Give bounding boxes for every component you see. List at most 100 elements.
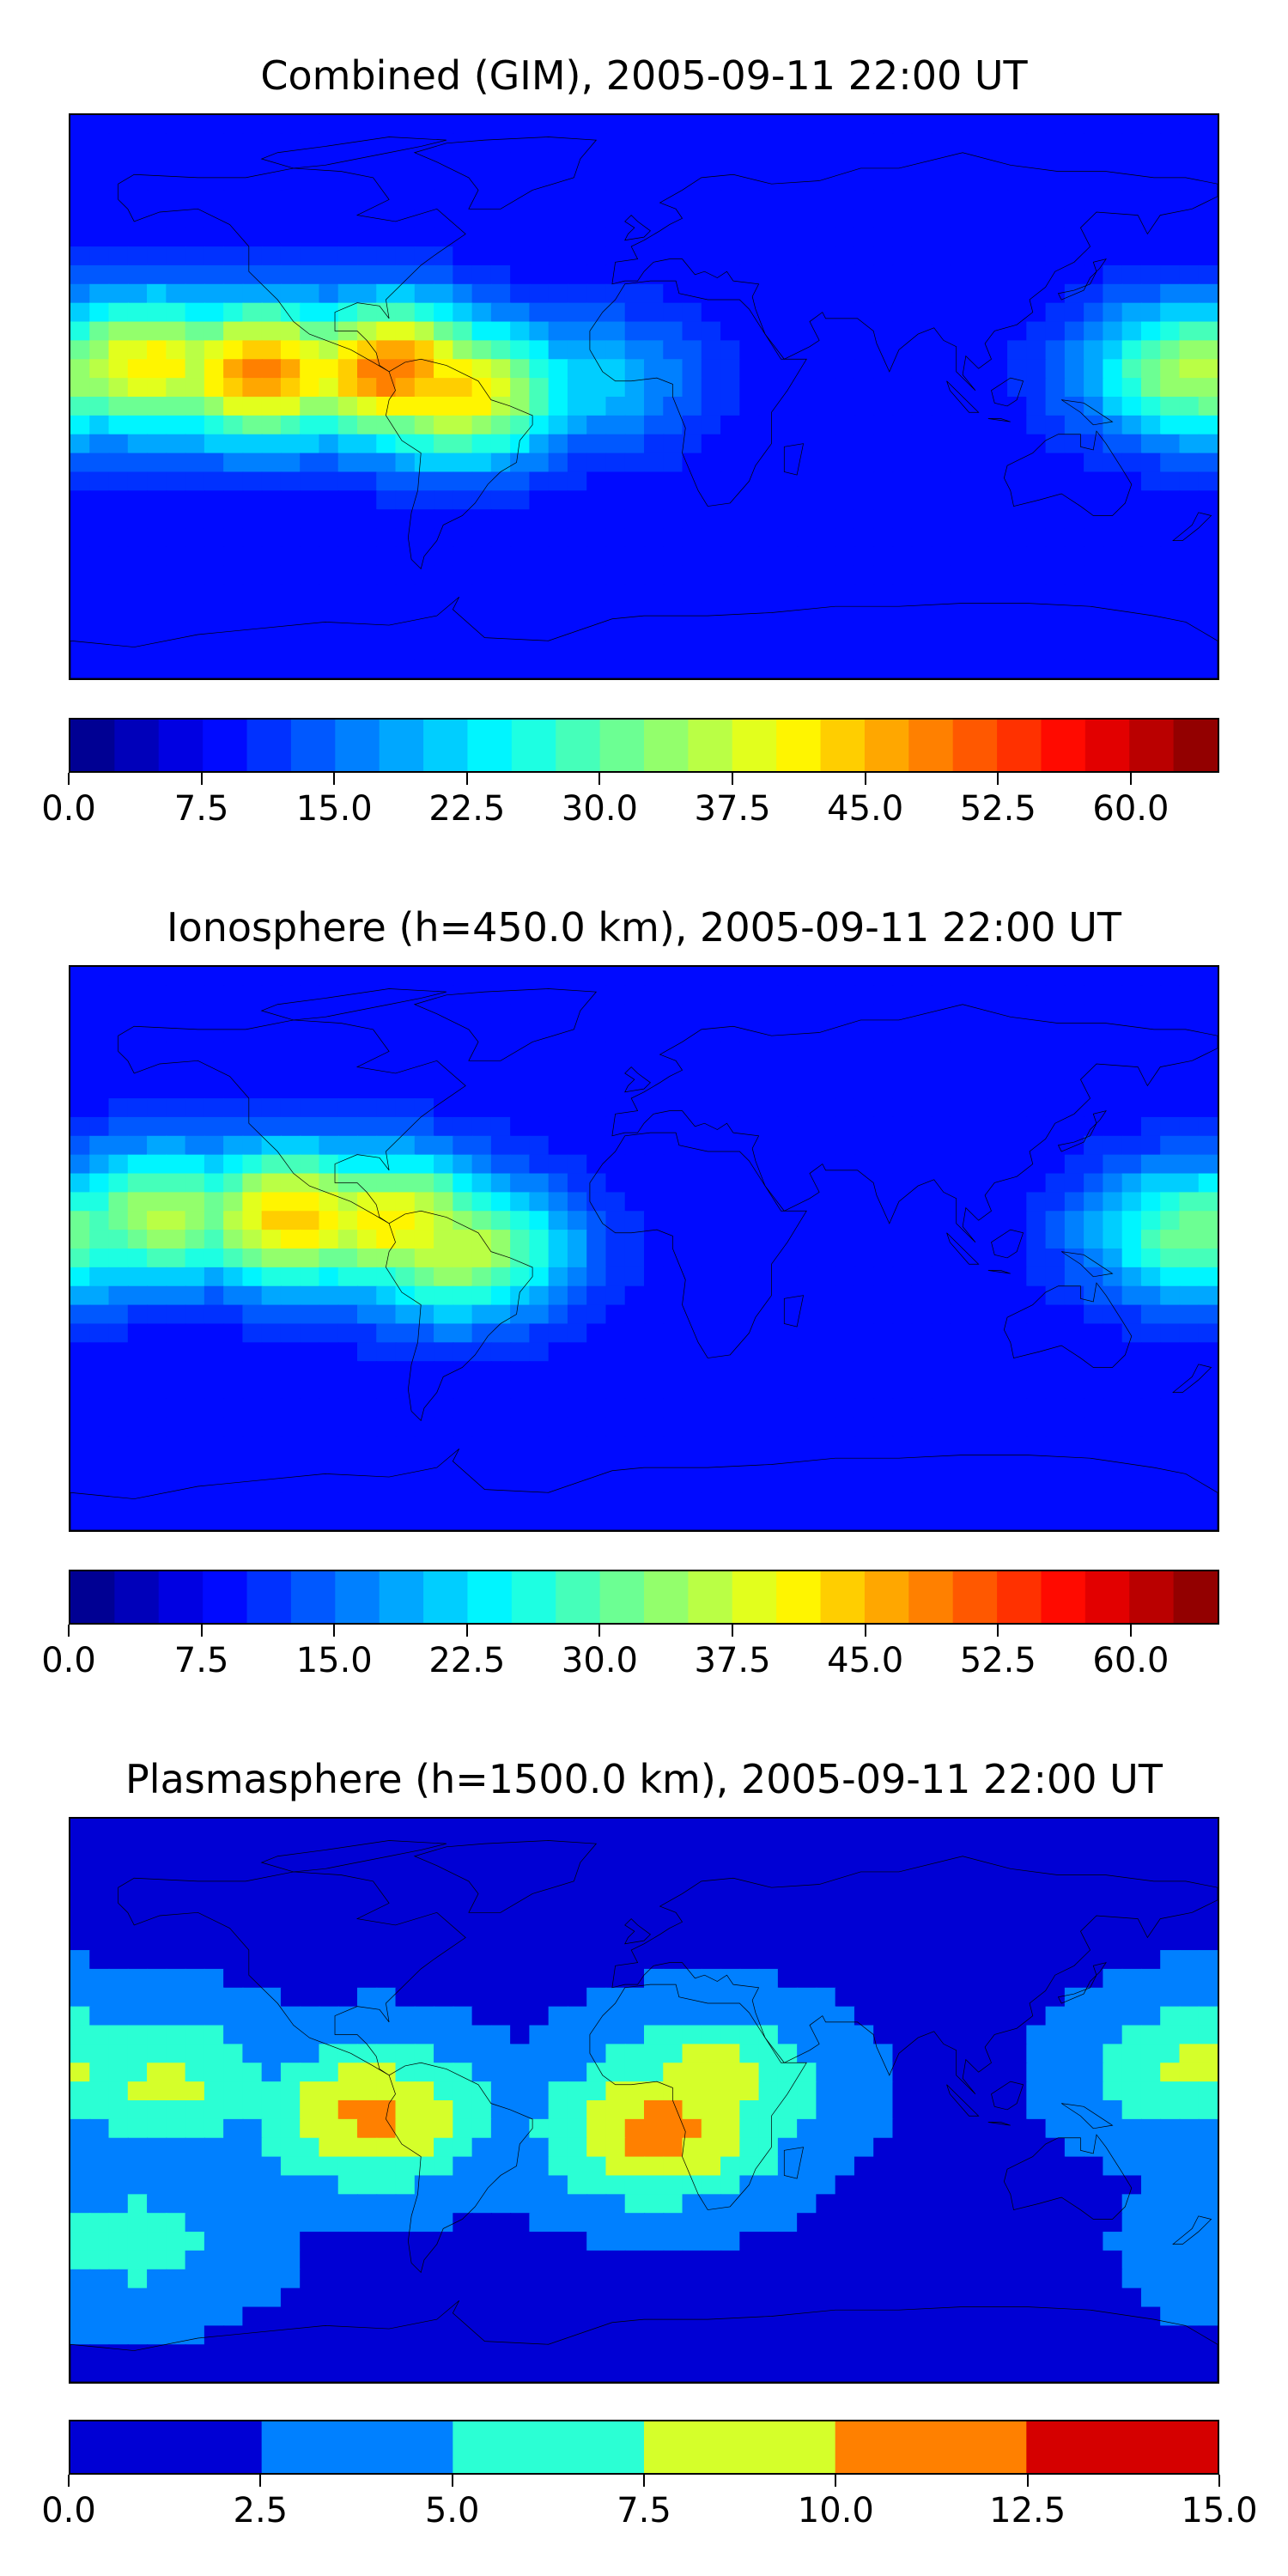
- contour-cell: [548, 115, 569, 135]
- contour-cell: [261, 1856, 283, 1876]
- colorbar-segment: [997, 720, 1042, 771]
- contour-cell: [797, 2025, 817, 2045]
- contour-cell: [414, 359, 435, 380]
- contour-cell: [70, 2006, 91, 2026]
- contour-cell: [280, 133, 301, 154]
- contour-cell: [720, 1968, 741, 1989]
- contour-cell: [70, 190, 91, 210]
- contour-cell: [395, 967, 416, 987]
- contour-cell: [548, 1931, 569, 1952]
- contour-cell: [854, 2137, 875, 2158]
- contour-cell: [223, 490, 244, 511]
- contour-cell: [223, 509, 244, 530]
- contour-cell: [1007, 659, 1028, 678]
- contour-cell: [300, 1987, 320, 2008]
- contour-cell: [280, 397, 301, 416]
- contour-cell: [1084, 509, 1104, 530]
- contour-cell: [854, 1950, 875, 1971]
- contour-cell: [816, 115, 836, 135]
- contour-cell: [682, 1893, 702, 1914]
- contour-cell: [204, 528, 225, 549]
- contour-cell: [950, 378, 970, 398]
- contour-cell: [1179, 603, 1200, 623]
- contour-cell: [376, 434, 397, 454]
- contour-cell: [644, 1893, 665, 1914]
- contour-cell: [300, 2156, 320, 2177]
- contour-cell: [835, 2194, 856, 2215]
- contour-cell: [548, 340, 569, 361]
- contour-cell: [70, 2137, 91, 2158]
- contour-cell: [911, 1950, 933, 1971]
- contour-cell: [739, 2194, 760, 2215]
- contour-cell: [1084, 246, 1104, 267]
- contour-cell: [1103, 171, 1123, 191]
- colorbar-tick: [598, 773, 601, 785]
- contour-cell: [605, 509, 626, 530]
- contour-cell: [797, 1893, 817, 1914]
- contour-cell: [911, 264, 933, 285]
- contour-cell: [739, 264, 760, 285]
- contour-cell: [1160, 453, 1181, 473]
- contour-cell: [854, 397, 875, 416]
- contour-cell: [816, 415, 836, 435]
- contour-cell: [644, 133, 665, 154]
- contour-cell: [892, 2118, 913, 2139]
- contour-cell: [950, 2137, 970, 2158]
- contour-cell: [1179, 415, 1200, 435]
- contour-cell: [529, 246, 550, 267]
- contour-cell: [1064, 152, 1085, 173]
- contour-cell: [1064, 2025, 1085, 2045]
- contour-cell: [1179, 565, 1200, 586]
- contour-cell: [434, 1912, 454, 1933]
- contour-cell: [987, 397, 1009, 416]
- contour-cell: [185, 228, 205, 248]
- contour-cell: [835, 2118, 856, 2139]
- contour-cell: [204, 1912, 225, 1933]
- contour-cell: [911, 1931, 933, 1952]
- contour-cell: [529, 228, 550, 248]
- contour-cell: [280, 584, 301, 605]
- contour-cell: [682, 2081, 702, 2102]
- contour-cell: [548, 659, 569, 678]
- contour-cell: [242, 283, 263, 304]
- contour-cell: [548, 1856, 569, 1876]
- contour-cell: [453, 434, 473, 454]
- contour-cell: [147, 1987, 167, 2008]
- contour-cell: [223, 1837, 244, 1857]
- colorbar-tick: [333, 773, 336, 785]
- contour-cell: [586, 283, 607, 304]
- contour-cell: [1160, 397, 1181, 416]
- contour-cell: [548, 1819, 569, 1838]
- contour-cell: [1007, 115, 1028, 135]
- contour-cell: [1121, 1931, 1143, 1952]
- contour-cell: [701, 302, 722, 323]
- contour-cell: [892, 659, 913, 678]
- contour-cell: [931, 603, 951, 623]
- contour-cell: [337, 509, 359, 530]
- contour-cell: [987, 2156, 1009, 2177]
- contour-cell: [204, 2100, 225, 2120]
- contour-cell: [185, 641, 205, 661]
- contour-cell: [89, 528, 110, 549]
- contour-cell: [185, 2044, 205, 2064]
- contour-cell: [1064, 2175, 1085, 2196]
- contour-cell: [127, 378, 149, 398]
- contour-cell: [89, 359, 110, 380]
- contour-cell: [739, 283, 760, 304]
- contour-cell: [567, 2175, 588, 2196]
- contour-cell: [567, 115, 588, 135]
- contour-cell: [720, 2025, 741, 2045]
- contour-cell: [663, 528, 683, 549]
- contour-cell: [70, 2100, 91, 2120]
- contour-cell: [223, 228, 244, 248]
- contour-cell: [816, 209, 836, 229]
- contour-cell: [185, 659, 205, 678]
- contour-cell: [777, 1912, 799, 1933]
- contour-cell: [1103, 546, 1123, 567]
- contour-cell: [453, 2006, 473, 2026]
- contour-cell: [204, 115, 225, 135]
- contour-cell: [720, 209, 741, 229]
- contour-cell: [1179, 264, 1200, 285]
- contour-cell: [720, 1819, 741, 1838]
- contour-cell: [261, 133, 283, 154]
